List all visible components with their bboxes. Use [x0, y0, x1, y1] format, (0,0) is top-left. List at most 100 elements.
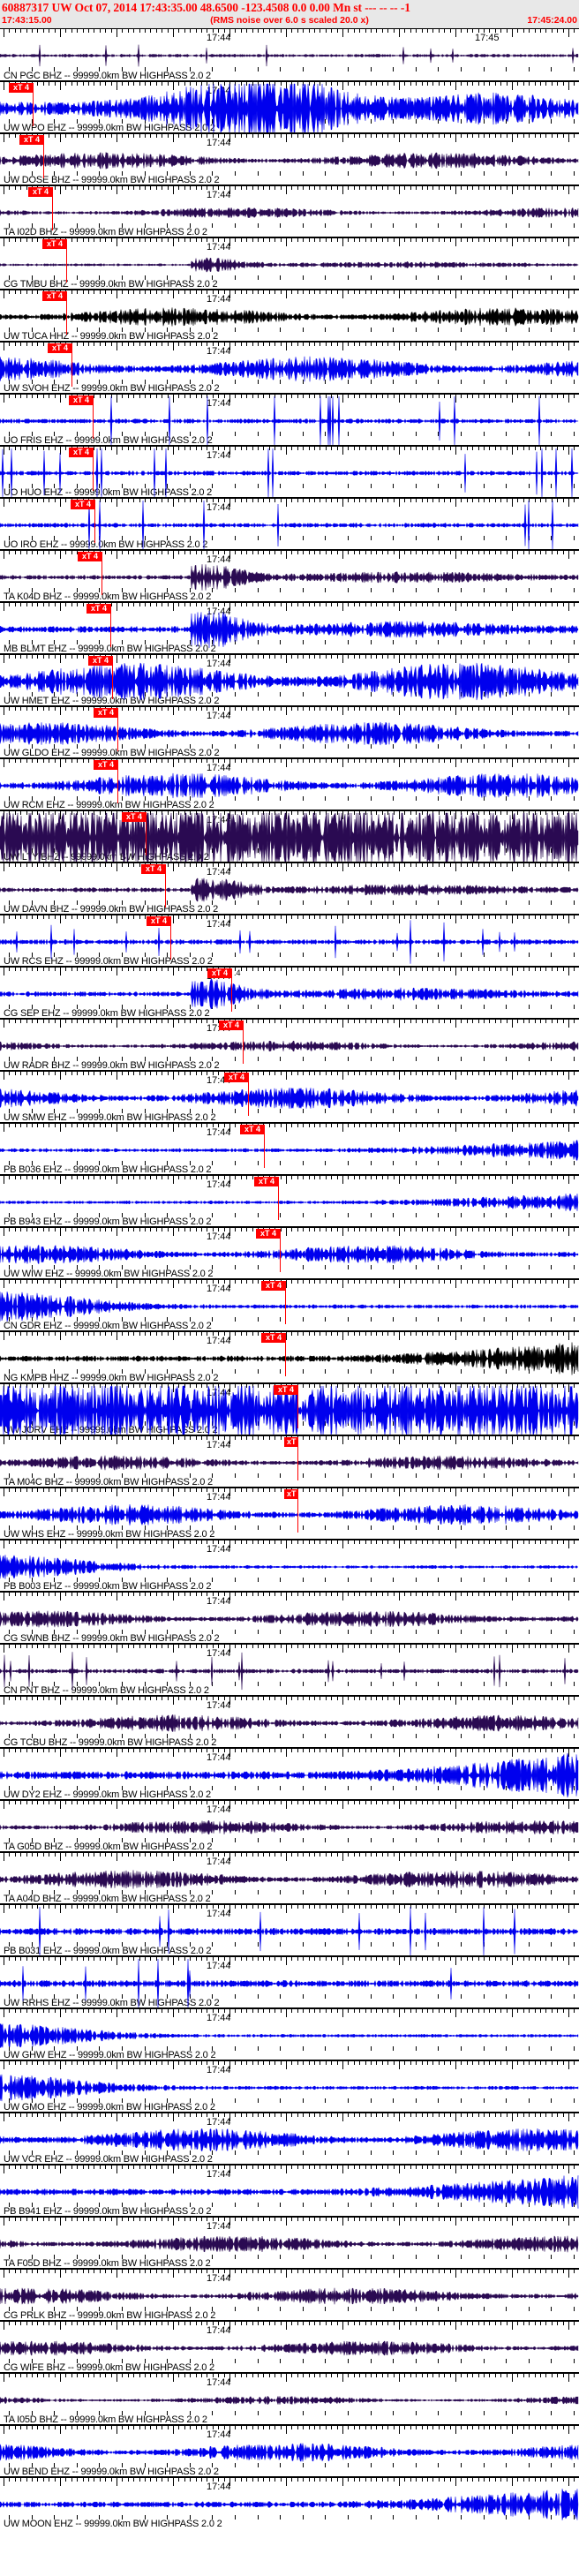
trace-row[interactable]: 17:44 xT 4 UW RCS EHZ -- 99999.0km BW HIGH… [0, 914, 579, 966]
tick-axis-minor [0, 1630, 579, 1634]
trigger-marker-label[interactable]: xT 4 [240, 1125, 265, 1134]
trace-row[interactable]: 17:44 xT 4 UW SVOH EHZ -- 99999.0km BW HIG… [0, 341, 579, 393]
tick-axis-minor [0, 1734, 579, 1738]
trace-row[interactable]: 17:44 UW BEND EHZ -- 99999.0km BW HIGHPAS… [0, 2424, 579, 2476]
trigger-marker-label[interactable]: xT 4 [94, 760, 118, 770]
trace-row[interactable]: 17:44 CG SWNB BHZ -- 99999.0km BW HIGHPAS… [0, 1591, 579, 1643]
trace-row[interactable]: 17:44 xT 4 UO HUO EHZ -- 99999.0km BW HIGH… [0, 445, 579, 497]
time-tick-label: 17:44 [207, 554, 231, 565]
trace-row[interactable]: 17:44 TA G05D BHZ -- 99999.0km BW HIGHPAS… [0, 1799, 579, 1851]
trace-row[interactable]: 17:44 TA I05D BHZ -- 99999.0km BW HIGHPAS… [0, 2372, 579, 2424]
waveform [0, 1332, 579, 1382]
trace-row[interactable]: 17:44 xT 4 UO FRIS EHZ -- 99999.0km BW HIG… [0, 393, 579, 445]
trace-row[interactable]: 17:44 PB B031 EHZ -- 99999.0km BW HIGHPAS… [0, 1903, 579, 1955]
trigger-marker-label[interactable]: xT 4 [42, 239, 67, 249]
trigger-marker-label[interactable]: xT 4 [147, 916, 171, 926]
trace-row[interactable]: 17:44 CG WIFE BHZ -- 99999.0km BW HIGHPAS… [0, 2320, 579, 2372]
trigger-marker-label[interactable]: xT 4 [69, 395, 94, 405]
trace-row[interactable]: 17:44 CN PNT BHZ -- 99999.0km BW HIGHPASS… [0, 1643, 579, 1695]
trace-row[interactable]: 17:44 xT 4 UW TUCA HHZ -- 99999.0km BW HIG… [0, 289, 579, 341]
trigger-marker-label[interactable]: xT [284, 1437, 298, 1447]
trigger-marker-label[interactable]: xT 4 [261, 1333, 286, 1343]
trace-row[interactable]: 17:44 xT 4 CN GDR EHZ -- 99999.0km BW HIGH… [0, 1278, 579, 1330]
trace-row[interactable]: 17:44 PB B003 EHZ -- 99999.0km BW HIGHPAS… [0, 1539, 579, 1591]
trigger-marker-label[interactable]: xT 4 [86, 604, 111, 614]
trace-row[interactable]: 17:44 xT TA M04C BHZ -- 99999.0km BW HIGHP… [0, 1435, 579, 1487]
tick-axis [0, 759, 579, 767]
tick-axis-minor [0, 1994, 579, 1999]
trigger-marker-label[interactable]: xT 4 [274, 1385, 298, 1395]
trace-row[interactable]: 17:44 xT 4 MB BLMT EHZ -- 99999.0km BW HIG… [0, 601, 579, 653]
trace-row[interactable]: 17:44 UW VCR EHZ -- 99999.0km BW HIGHPASS… [0, 2112, 579, 2164]
tick-axis-minor [0, 2307, 579, 2311]
tick-axis [0, 1593, 579, 1601]
header: 60887317 UW Oct 07, 2014 17:43:35.00 48.… [0, 0, 579, 28]
tick-axis [0, 1853, 579, 1861]
trace-row[interactable]: 17:44 CG TCBU BHZ -- 99999.0km BW HIGHPAS… [0, 1695, 579, 1747]
trace-row[interactable]: 17:44 xT UW WHS EHZ -- 99999.0km BW HIGHPA… [0, 1487, 579, 1539]
trigger-marker-label[interactable]: xT 4 [78, 552, 102, 561]
trace-row[interactable]: 17:44 UW MOON EHZ -- 99999.0km BW HIGHPAS… [0, 2476, 579, 2528]
trigger-marker-line [71, 343, 72, 387]
trigger-marker-label[interactable]: xT 4 [48, 343, 72, 353]
time-tick-label: 17:44 [207, 2169, 231, 2180]
trace-row[interactable]: 17:44 xT 4 CG TMBU BHZ -- 99999.0km BW HIG… [0, 237, 579, 289]
tick-axis [0, 2218, 579, 2226]
trigger-marker-label[interactable]: xT 4 [141, 864, 166, 874]
trace-row[interactable]: 17:44 xT 4 UW DAVN BHZ -- 99999.0km BW HIG… [0, 862, 579, 914]
trace-row[interactable]: 17:44 CG PRLK BHZ -- 99999.0km BW HIGHPAS… [0, 2268, 579, 2320]
trace-caption: CG TCBU BHZ -- 99999.0km BW HIGHPASS 2.0… [4, 1737, 217, 1747]
trace-row[interactable]: 17:44 17:45 CN PGC BHZ -- 99999.0km BW HIG… [0, 28, 579, 80]
trigger-marker-label[interactable]: xT 4 [88, 656, 113, 666]
trace-row[interactable]: 17:44 xT 4 UO IRO EHZ -- 99999.0km BW HIGH… [0, 497, 579, 549]
trace-caption: TA K04D BHZ -- 99999.0km BW HIGHPASS 2.0… [4, 591, 212, 601]
trace-row[interactable]: 17:44 xT 4 UW RCM EHZ -- 99999.0km BW HIGH… [0, 757, 579, 810]
trace-caption: PB B003 EHZ -- 99999.0km BW HIGHPASS 2.0… [4, 1581, 212, 1591]
trigger-marker-label[interactable]: xT 4 [94, 708, 118, 718]
trace-row[interactable]: 17:44 xT 4 UW DOSE BHZ -- 99999.0km BW HIG… [0, 132, 579, 185]
tick-axis-minor [0, 1473, 579, 1478]
trigger-marker-label[interactable]: xT 4 [261, 1281, 286, 1291]
trace-caption: PB B941 EHZ -- 99999.0km BW HIGHPASS 2.0… [4, 2206, 212, 2216]
trigger-marker-label[interactable]: xT 4 [9, 83, 34, 93]
trace-row[interactable]: 17:44 xT 4 NG KMPB HHZ -- 99999.0km BW HIG… [0, 1330, 579, 1382]
trigger-marker-label[interactable]: xT 4 [28, 187, 53, 197]
trace-row[interactable]: 17:44 UW RRHS EHZ -- 99999.0km BW HIGHPAS… [0, 1955, 579, 2007]
tick-axis [0, 447, 579, 455]
trigger-marker-label[interactable]: xT [284, 1489, 298, 1499]
trace-row[interactable]: 17:44 xT 4 PB B036 EHZ -- 99999.0km BW HIG… [0, 1122, 579, 1174]
trace-row[interactable]: 17:44 xT 4 UW WIW EHZ -- 99999.0km BW HIGH… [0, 1226, 579, 1278]
trace-row[interactable]: 17:44 xT 4 UW HMET EHZ -- 99999.0km BW HIG… [0, 653, 579, 705]
trace-caption: UO HUO EHZ -- 99999.0km BW HIGHPASS 2.0 … [4, 487, 213, 497]
tick-axis-minor [0, 1525, 579, 1530]
trace-row[interactable]: 17:44 xT 4 TA I02D BHZ -- 99999.0km BW HIG… [0, 185, 579, 237]
trace-row[interactable]: 17:44 UW GHW EHZ -- 99999.0km BW HIGHPASS… [0, 2007, 579, 2060]
trigger-marker-label[interactable]: xT 4 [42, 291, 67, 301]
trigger-marker-label[interactable]: xT 4 [256, 1229, 281, 1239]
tick-axis [0, 1332, 579, 1340]
trigger-marker-label[interactable]: xT 4 [69, 448, 94, 457]
trace-row[interactable]: 17:44 UW DY2 EHZ -- 99999.0km BW HIGHPASS… [0, 1747, 579, 1799]
trigger-marker-label[interactable]: xT 4 [254, 1177, 279, 1186]
trace-row[interactable]: 17:44 UW GMO EHZ -- 99999.0km BW HIGHPASS… [0, 2060, 579, 2112]
trigger-marker-label[interactable]: xT 4 [207, 968, 232, 978]
trigger-marker-label[interactable]: xT 4 [122, 812, 147, 822]
trigger-marker-label[interactable]: xT 4 [224, 1073, 249, 1082]
trace-row[interactable]: 17:44 TA F05D BHZ -- 99999.0km BW HIGHPAS… [0, 2216, 579, 2268]
trace-row[interactable]: 17:44 xT 4 TA K04D BHZ -- 99999.0km BW HIG… [0, 549, 579, 601]
trace-row[interactable]: 17:44 PB B941 EHZ -- 99999.0km BW HIGHPAS… [0, 2164, 579, 2216]
trace-caption: UW DAVN BHZ -- 99999.0km BW HIGHPASS 2.0… [4, 904, 219, 914]
trigger-marker-label[interactable]: xT 4 [19, 135, 44, 145]
trigger-marker-label[interactable]: xT 4 [219, 1021, 244, 1030]
trigger-marker-label[interactable]: xT 4 [71, 500, 95, 509]
trace-row[interactable]: 17:44 xT 4 UW GLDO EHZ -- 99999.0km BW HIG… [0, 705, 579, 757]
trace-row[interactable]: 17:44 xT 4 UW SMW EHZ -- 99999.0km BW HIGH… [0, 1070, 579, 1122]
trace-row[interactable]: 17:44 xT 4 PB B943 EHZ -- 99999.0km BW HIG… [0, 1174, 579, 1226]
time-tick-label: 17:44 [207, 1232, 231, 1242]
trace-row[interactable]: 17:44 TA A04D BHZ -- 99999.0km BW HIGHPAS… [0, 1851, 579, 1903]
